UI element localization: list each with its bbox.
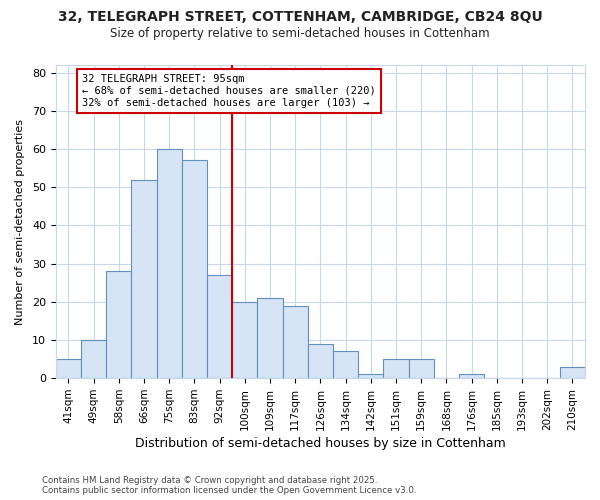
Bar bbox=[207, 275, 232, 378]
Bar bbox=[182, 160, 207, 378]
Text: Contains HM Land Registry data © Crown copyright and database right 2025.
Contai: Contains HM Land Registry data © Crown c… bbox=[42, 476, 416, 495]
Bar bbox=[257, 298, 283, 378]
Bar bbox=[106, 272, 131, 378]
Bar bbox=[81, 340, 106, 378]
X-axis label: Distribution of semi-detached houses by size in Cottenham: Distribution of semi-detached houses by … bbox=[135, 437, 506, 450]
Y-axis label: Number of semi-detached properties: Number of semi-detached properties bbox=[15, 118, 25, 324]
Bar bbox=[56, 359, 81, 378]
Bar bbox=[232, 302, 257, 378]
Text: 32, TELEGRAPH STREET, COTTENHAM, CAMBRIDGE, CB24 8QU: 32, TELEGRAPH STREET, COTTENHAM, CAMBRID… bbox=[58, 10, 542, 24]
Bar bbox=[383, 359, 409, 378]
Bar bbox=[283, 306, 308, 378]
Bar bbox=[358, 374, 383, 378]
Bar bbox=[409, 359, 434, 378]
Bar bbox=[459, 374, 484, 378]
Text: 32 TELEGRAPH STREET: 95sqm
← 68% of semi-detached houses are smaller (220)
32% o: 32 TELEGRAPH STREET: 95sqm ← 68% of semi… bbox=[82, 74, 376, 108]
Bar bbox=[308, 344, 333, 378]
Bar bbox=[333, 352, 358, 378]
Text: Size of property relative to semi-detached houses in Cottenham: Size of property relative to semi-detach… bbox=[110, 28, 490, 40]
Bar bbox=[131, 180, 157, 378]
Bar bbox=[560, 366, 585, 378]
Bar bbox=[157, 149, 182, 378]
